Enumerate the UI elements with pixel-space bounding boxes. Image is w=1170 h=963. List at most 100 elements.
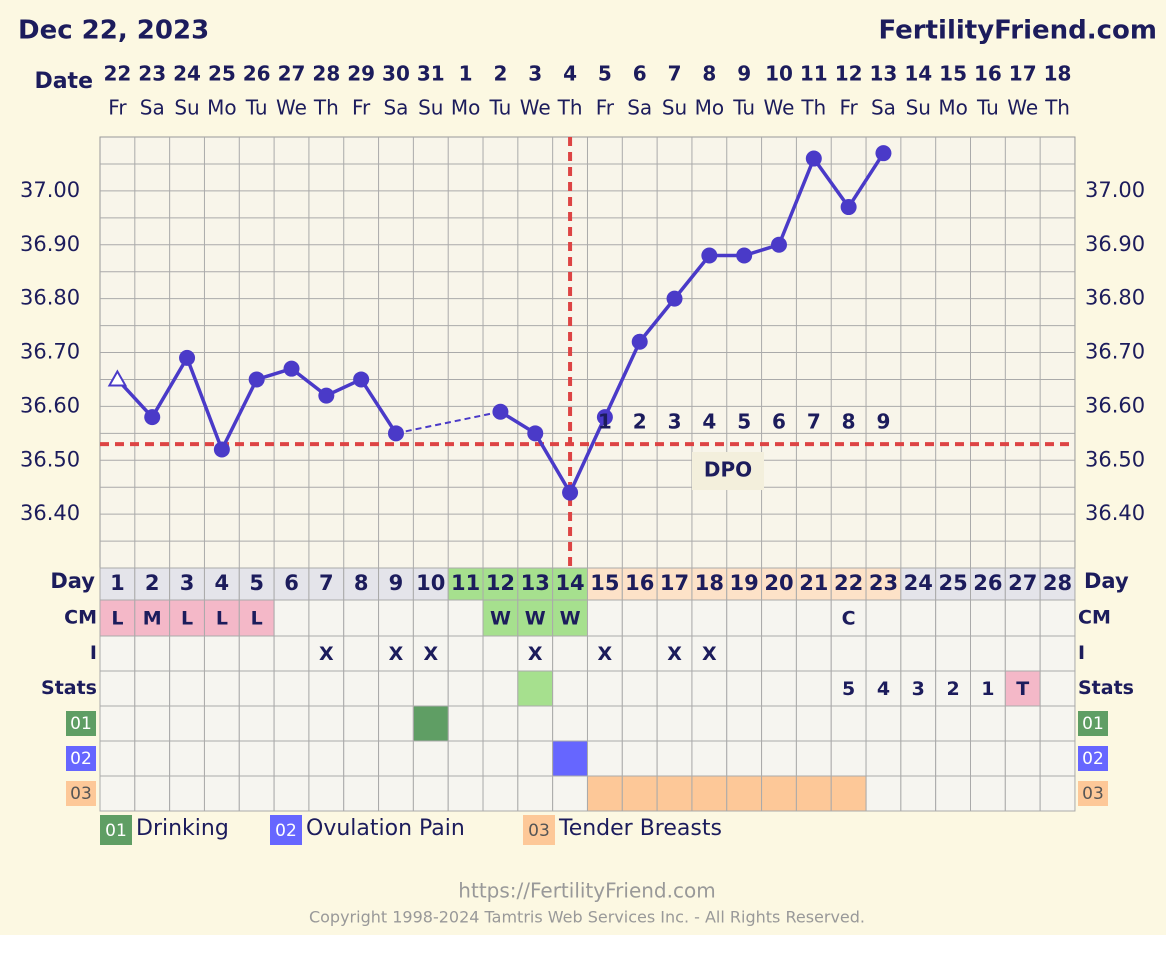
temperature-point: [248, 371, 265, 388]
date-label: 11: [800, 62, 828, 86]
date-label: 8: [702, 62, 716, 86]
day-number: 21: [799, 571, 828, 595]
date-label: 31: [417, 62, 445, 86]
symptom-cell: [656, 740, 693, 777]
temperature-point: [701, 247, 718, 264]
day-number: 28: [1043, 571, 1072, 595]
day-cell: [203, 567, 240, 601]
symptom-cell: [343, 705, 380, 742]
symptom-cell: [621, 705, 658, 742]
row-cell: [970, 670, 1006, 707]
row-cell: [482, 635, 519, 672]
row-cell: [273, 599, 310, 637]
legend-name: Tender Breasts: [558, 816, 722, 841]
day-number: 2: [145, 571, 160, 595]
symptom-code-box: [66, 711, 96, 736]
symptom-mark: [691, 775, 728, 812]
symptom-cell: [203, 740, 240, 777]
day-number: 8: [354, 571, 369, 595]
date-label: 9: [737, 62, 751, 86]
date-label: 14: [904, 62, 932, 86]
row-cell: [203, 670, 240, 707]
symptom-cell: [169, 705, 205, 742]
row-cell: [865, 670, 902, 707]
weekday-label: Th: [1044, 96, 1070, 120]
symptom-cell: [621, 740, 658, 777]
row-cell: [621, 635, 658, 672]
date-label: 7: [668, 62, 682, 86]
symptom-code-right: 01: [1082, 714, 1104, 734]
date-label: 2: [493, 62, 507, 86]
row-cell: [1039, 635, 1076, 672]
day-cell: [552, 567, 588, 601]
day-number: 7: [319, 571, 334, 595]
row-cell: [970, 599, 1006, 637]
row-value: X: [702, 643, 717, 665]
symptom-cell: [134, 775, 171, 812]
symptom-cell: [1039, 740, 1076, 777]
day-cell: [691, 567, 728, 601]
weekday-label: Mo: [938, 96, 968, 120]
row-cell: [203, 635, 240, 672]
symptom-cell: [412, 740, 449, 777]
row-label-right: I: [1078, 642, 1085, 664]
symptom-cell: [795, 705, 832, 742]
symptom-cell: [378, 775, 414, 812]
symptom-cell: [238, 705, 275, 742]
row-cell: [900, 635, 937, 672]
weekday-label: Mo: [451, 96, 481, 120]
day-number: 18: [695, 571, 724, 595]
day-cell: [169, 567, 205, 601]
symptom-cell: [900, 775, 937, 812]
temperature-line: [499, 152, 885, 497]
row-cell: [795, 599, 832, 637]
day-cell: [482, 567, 519, 601]
weekday-label: Su: [418, 96, 443, 120]
row-cell: [169, 670, 205, 707]
row-cell: [378, 670, 414, 707]
y-tick-label: 37.00: [20, 178, 80, 202]
row-cell: [1039, 670, 1076, 707]
day-number: 23: [869, 571, 898, 595]
symptom-cell: [238, 775, 275, 812]
symptom-mark: [761, 775, 797, 812]
date-label: 23: [138, 62, 166, 86]
weekday-label: Tu: [732, 96, 755, 120]
row-cell: [865, 635, 902, 672]
date-label: 25: [208, 62, 236, 86]
symptom-cell: [238, 740, 275, 777]
weekday-label: Mo: [695, 96, 725, 120]
weekday-label: Tu: [489, 96, 512, 120]
legend-swatch: [100, 815, 132, 845]
row-cell: [656, 635, 693, 672]
site-name: FertilityFriend.com: [878, 16, 1157, 46]
day-cell: [586, 567, 623, 601]
row-value: T: [1016, 678, 1029, 700]
symptom-code: 02: [70, 749, 92, 769]
row-cell: [412, 670, 449, 707]
row-cell: [238, 670, 275, 707]
symptom-cell: [134, 705, 171, 742]
symptom-mark: [412, 705, 449, 742]
day-number: 19: [730, 571, 759, 595]
date-label: 18: [1044, 62, 1072, 86]
symptom-cell: [482, 740, 519, 777]
row-label-right: CM: [1078, 607, 1111, 629]
symptom-cell: [865, 705, 902, 742]
dpo-box: [692, 452, 764, 490]
day-number: 10: [416, 571, 445, 595]
row-cell: [482, 670, 519, 707]
dpo-label: DPO: [704, 458, 752, 482]
date-label: 27: [278, 62, 306, 86]
date-label: 22: [103, 62, 131, 86]
y-tick-label: 36.60: [20, 393, 80, 417]
symptom-cell: [447, 705, 484, 742]
day-cell: [273, 567, 310, 601]
date-label: 1: [459, 62, 473, 86]
symptom-cell: [1004, 775, 1041, 812]
symptom-code-box: [66, 781, 96, 806]
symptom-cell: [935, 705, 971, 742]
symptom-cell: [412, 775, 449, 812]
weekday-label: We: [520, 96, 551, 120]
row-value: L: [216, 608, 228, 630]
